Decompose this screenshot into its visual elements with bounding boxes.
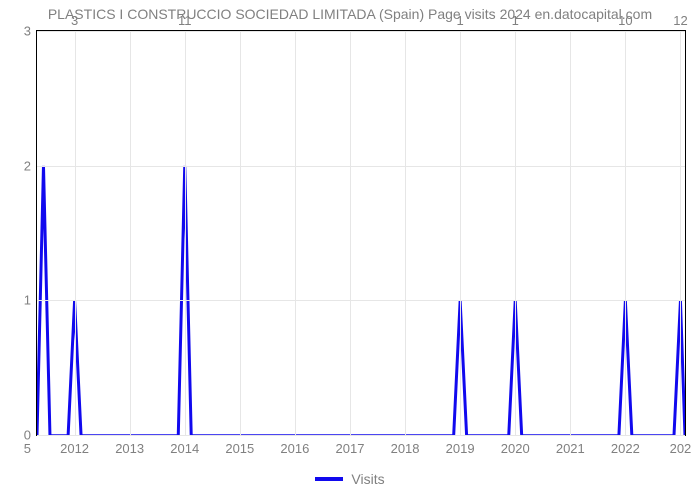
gridline-vertical xyxy=(625,31,626,435)
legend-label: Visits xyxy=(351,471,384,487)
value-label: 3 xyxy=(71,13,78,28)
gridline-vertical xyxy=(295,31,296,435)
gridline-vertical xyxy=(460,31,461,435)
x-tick-label: 202 xyxy=(670,435,692,456)
value-label: 1 xyxy=(457,13,464,28)
gridline-vertical xyxy=(350,31,351,435)
chart-title: PLASTICS I CONSTRUCCIO SOCIEDAD LIMITADA… xyxy=(0,6,700,22)
gridline-horizontal xyxy=(37,166,685,167)
x-tick-label: 2018 xyxy=(391,435,420,456)
value-label: 10 xyxy=(618,13,632,28)
x-origin-label: 5 xyxy=(24,435,37,456)
x-tick-label: 2016 xyxy=(280,435,309,456)
y-tick-label: 2 xyxy=(24,158,37,173)
legend-swatch xyxy=(315,477,343,481)
gridline-vertical xyxy=(240,31,241,435)
gridline-vertical xyxy=(680,31,681,435)
gridline-vertical xyxy=(515,31,516,435)
x-tick-label: 2013 xyxy=(115,435,144,456)
y-tick-label: 3 xyxy=(24,24,37,39)
series-line xyxy=(37,31,685,436)
legend: Visits xyxy=(0,470,700,488)
chart-container: PLASTICS I CONSTRUCCIO SOCIEDAD LIMITADA… xyxy=(0,0,700,500)
gridline-vertical xyxy=(405,31,406,435)
gridline-vertical xyxy=(130,31,131,435)
x-tick-label: 2020 xyxy=(501,435,530,456)
gridline-vertical xyxy=(75,31,76,435)
x-tick-label: 2014 xyxy=(170,435,199,456)
x-tick-label: 2022 xyxy=(611,435,640,456)
x-tick-label: 2019 xyxy=(446,435,475,456)
plot-area: 0123201220132014201520162017201820192020… xyxy=(36,30,686,436)
value-label: 1 xyxy=(512,13,519,28)
x-tick-label: 2021 xyxy=(556,435,585,456)
x-tick-label: 2015 xyxy=(225,435,254,456)
y-tick-label: 1 xyxy=(24,293,37,308)
gridline-horizontal xyxy=(37,300,685,301)
x-tick-label: 2012 xyxy=(60,435,89,456)
x-tick-label: 2017 xyxy=(336,435,365,456)
gridline-vertical xyxy=(570,31,571,435)
gridline-vertical xyxy=(185,31,186,435)
value-label: 12 xyxy=(673,13,687,28)
gridline-horizontal xyxy=(37,31,685,32)
value-label: 11 xyxy=(178,13,192,28)
